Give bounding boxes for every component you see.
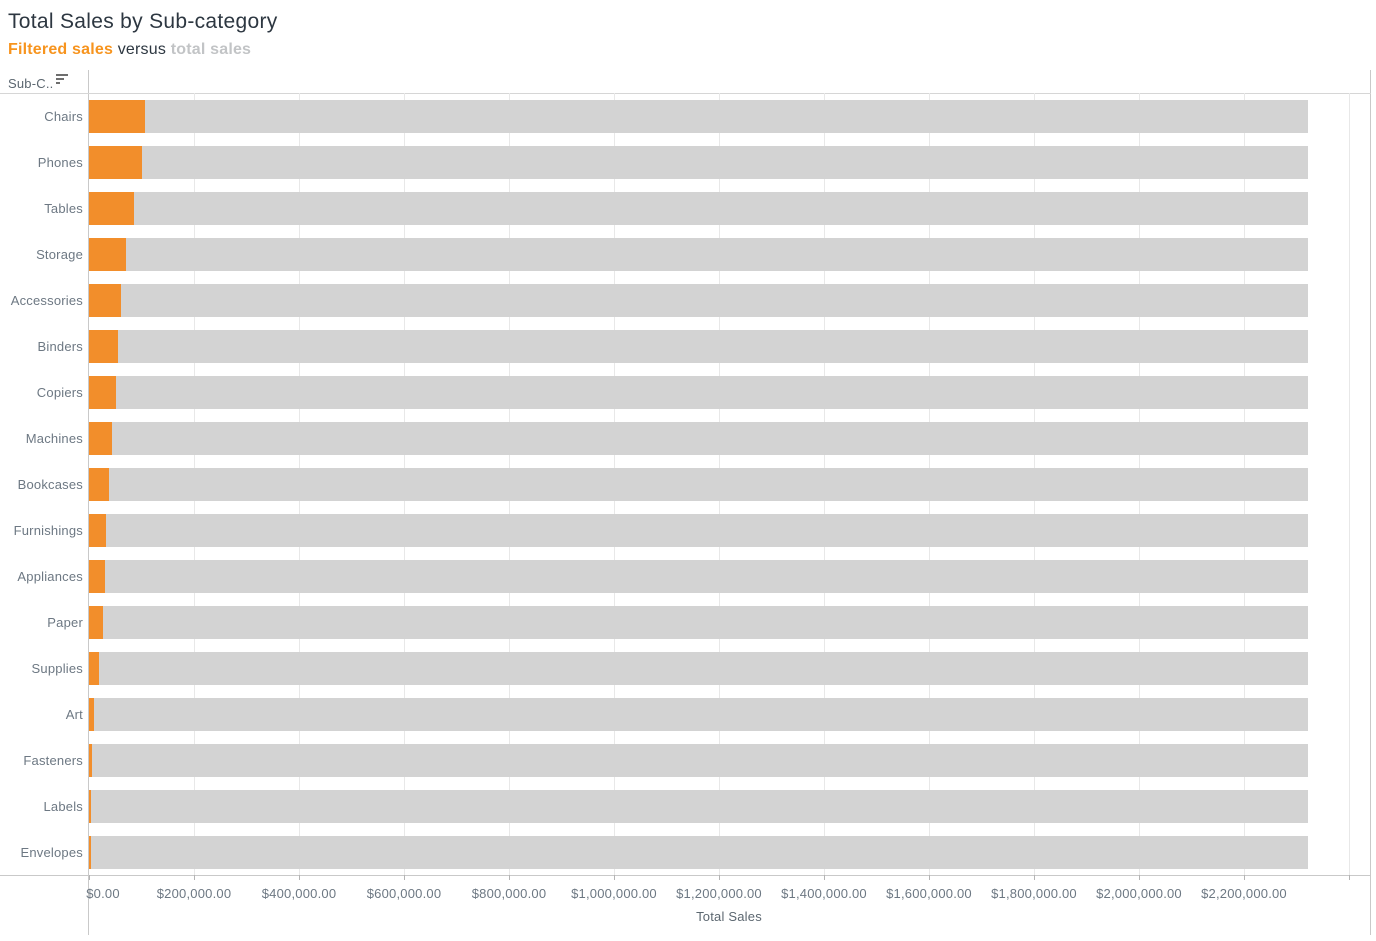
x-tick-label: $200,000.00 <box>156 886 232 901</box>
filtered-bar-appliances[interactable] <box>89 559 106 593</box>
x-tick-label: $600,000.00 <box>366 886 442 901</box>
chart-title: Total Sales by Sub-category <box>8 10 278 33</box>
filtered-bar-binders[interactable] <box>89 329 119 363</box>
row-label-labels[interactable]: Labels <box>43 798 83 814</box>
row-label-appliances[interactable]: Appliances <box>17 568 83 584</box>
total-bar-tables[interactable] <box>89 191 1308 225</box>
total-bar-accessories[interactable] <box>89 283 1308 317</box>
filtered-bar-envelopes[interactable] <box>89 835 91 869</box>
filtered-bar-furnishings[interactable] <box>89 513 107 547</box>
axis-tick <box>824 875 825 880</box>
column-header-subcategory[interactable]: Sub-C.. <box>8 76 54 91</box>
axis-tick <box>404 875 405 880</box>
gridline <box>1349 93 1350 875</box>
x-tick-label: $2,200,000.00 <box>1201 886 1287 901</box>
subtitle-connector: versus <box>113 41 171 58</box>
x-tick-label: $1,600,000.00 <box>886 886 972 901</box>
axis-tick <box>614 875 615 880</box>
filtered-bar-machines[interactable] <box>89 421 112 455</box>
x-tick-label: $1,400,000.00 <box>781 886 867 901</box>
filtered-bar-bookcases[interactable] <box>89 467 109 501</box>
filtered-bar-chairs[interactable] <box>89 99 145 133</box>
row-label-furnishings[interactable]: Furnishings <box>13 522 83 538</box>
filtered-bar-fasteners[interactable] <box>89 743 92 777</box>
row-label-binders[interactable]: Binders <box>37 338 83 354</box>
row-label-chairs[interactable]: Chairs <box>44 108 83 124</box>
x-tick-label: $0.00 <box>86 886 120 901</box>
total-bar-phones[interactable] <box>89 145 1308 179</box>
x-axis-title: Total Sales <box>696 909 762 924</box>
x-tick-label: $800,000.00 <box>471 886 547 901</box>
pane-right-border <box>1370 70 1371 935</box>
sort-descending-icon[interactable] <box>56 74 69 86</box>
x-tick-label: $2,000,000.00 <box>1096 886 1182 901</box>
filtered-bar-paper[interactable] <box>89 605 104 639</box>
total-bar-storage[interactable] <box>89 237 1308 271</box>
total-bar-furnishings[interactable] <box>89 513 1308 547</box>
axis-tick <box>719 875 720 880</box>
pane-left-border <box>88 70 89 935</box>
axis-tick <box>509 875 510 880</box>
subtitle-filtered-sales: Filtered sales <box>8 41 114 58</box>
filtered-bar-supplies[interactable] <box>89 651 99 685</box>
total-bar-envelopes[interactable] <box>89 835 1308 869</box>
filtered-bar-storage[interactable] <box>89 237 126 271</box>
axis-tick <box>299 875 300 880</box>
total-bar-binders[interactable] <box>89 329 1308 363</box>
total-bar-chairs[interactable] <box>89 99 1308 133</box>
axis-tick <box>1139 875 1140 880</box>
x-tick-label: $1,000,000.00 <box>571 886 657 901</box>
total-bar-labels[interactable] <box>89 789 1308 823</box>
subtitle-total-sales: total sales <box>170 41 252 58</box>
total-bar-copiers[interactable] <box>89 375 1308 409</box>
filtered-bar-labels[interactable] <box>89 789 92 823</box>
row-label-phones[interactable]: Phones <box>37 154 83 170</box>
row-label-supplies[interactable]: Supplies <box>31 660 83 676</box>
row-label-machines[interactable]: Machines <box>25 430 83 446</box>
filtered-bar-accessories[interactable] <box>89 283 121 317</box>
row-label-storage[interactable]: Storage <box>36 246 83 262</box>
total-bar-art[interactable] <box>89 697 1308 731</box>
filtered-bar-copiers[interactable] <box>89 375 116 409</box>
total-bar-fasteners[interactable] <box>89 743 1308 777</box>
row-label-art[interactable]: Art <box>65 706 83 722</box>
axis-tick <box>1244 875 1245 880</box>
total-bar-bookcases[interactable] <box>89 467 1308 501</box>
header-bottom-border <box>0 93 1371 94</box>
axis-tick <box>929 875 930 880</box>
filtered-bar-tables[interactable] <box>89 191 134 225</box>
total-bar-supplies[interactable] <box>89 651 1308 685</box>
axis-tick <box>194 875 195 880</box>
filtered-bar-art[interactable] <box>89 697 95 731</box>
axis-tick <box>89 875 90 880</box>
total-bar-machines[interactable] <box>89 421 1308 455</box>
row-label-fasteners[interactable]: Fasteners <box>23 752 83 768</box>
row-label-tables[interactable]: Tables <box>44 200 83 216</box>
axis-tick <box>1034 875 1035 880</box>
row-label-paper[interactable]: Paper <box>47 614 83 630</box>
row-label-accessories[interactable]: Accessories <box>10 292 83 308</box>
axis-tick <box>1349 875 1350 880</box>
chart-subtitle: Filtered sales versus total sales <box>8 41 251 59</box>
x-tick-label: $400,000.00 <box>261 886 337 901</box>
total-bar-paper[interactable] <box>89 605 1308 639</box>
x-tick-label: $1,200,000.00 <box>676 886 762 901</box>
x-tick-label: $1,800,000.00 <box>991 886 1077 901</box>
total-bar-appliances[interactable] <box>89 559 1308 593</box>
filtered-bar-phones[interactable] <box>89 145 142 179</box>
row-label-envelopes[interactable]: Envelopes <box>20 844 83 860</box>
row-label-bookcases[interactable]: Bookcases <box>17 476 83 492</box>
row-label-copiers[interactable]: Copiers <box>36 384 83 400</box>
axis-line <box>0 875 1371 876</box>
